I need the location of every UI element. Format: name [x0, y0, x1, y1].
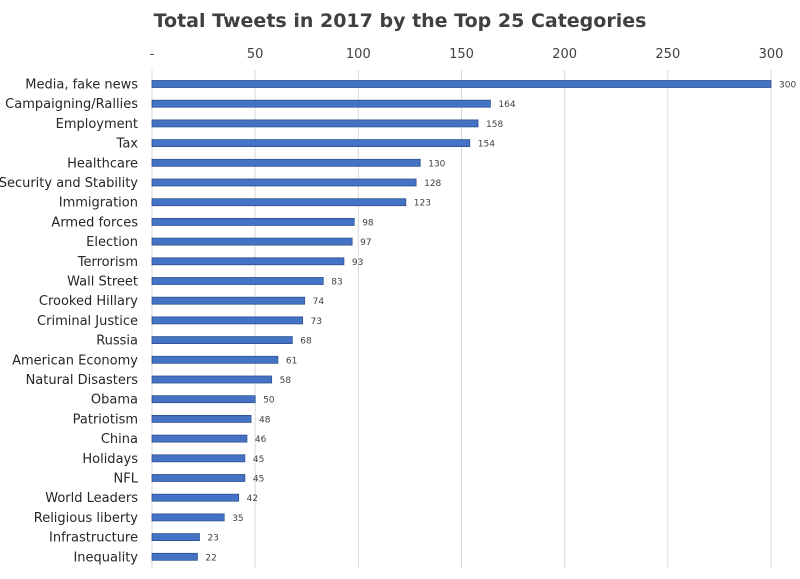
category-label: Healthcare	[67, 156, 138, 171]
data-label: 93	[352, 258, 363, 268]
category-label: Infrastructure	[49, 531, 138, 546]
x-tick-label: 100	[346, 47, 371, 62]
bar	[151, 454, 246, 463]
data-label: 83	[331, 278, 342, 288]
bar	[151, 336, 293, 345]
bar	[151, 474, 246, 482]
data-label: 48	[259, 415, 271, 425]
data-label: 158	[486, 120, 503, 130]
bar	[151, 178, 417, 187]
data-label: 22	[205, 553, 216, 563]
data-label: 98	[362, 218, 374, 228]
bar	[151, 158, 421, 167]
category-label: Election	[86, 235, 138, 250]
bar	[151, 119, 479, 128]
category-label: Wall Street	[67, 275, 138, 290]
data-label: 164	[498, 100, 515, 110]
bar	[151, 237, 353, 246]
bar	[151, 552, 198, 561]
data-label: 74	[313, 297, 325, 307]
category-label: Security and Stability	[0, 176, 138, 191]
category-label: American Economy	[12, 353, 138, 368]
bar	[151, 533, 200, 541]
bar	[151, 277, 324, 285]
x-tick-label: 200	[552, 47, 577, 62]
data-label: 97	[360, 238, 371, 248]
data-label: 61	[286, 356, 297, 366]
bar	[151, 296, 306, 305]
data-label: 23	[207, 534, 218, 544]
bar	[151, 99, 491, 108]
data-label: 42	[247, 494, 258, 504]
data-label: 58	[280, 376, 292, 386]
category-label: China	[101, 432, 138, 447]
category-label: NFL	[114, 472, 139, 487]
data-label: 128	[424, 179, 441, 189]
category-label: Natural Disasters	[26, 373, 139, 388]
x-tick-label: 250	[655, 47, 680, 62]
category-label: Inequality	[73, 550, 138, 565]
chart-title: Total Tweets in 2017 by the Top 25 Categ…	[153, 10, 647, 32]
category-label: Employment	[56, 117, 138, 132]
x-tick-label: 50	[247, 47, 264, 62]
category-label: World Leaders	[45, 491, 138, 506]
bar	[151, 414, 252, 423]
data-label: 50	[263, 396, 275, 406]
x-tick-label: 150	[449, 47, 474, 62]
category-label: Campaigning/Rallies	[5, 97, 138, 112]
bar	[151, 257, 345, 266]
data-label: 130	[428, 159, 445, 169]
category-label: Criminal Justice	[37, 314, 138, 329]
data-label: 123	[414, 199, 431, 209]
bar	[151, 513, 225, 522]
category-label: Religious liberty	[34, 511, 139, 526]
bar	[151, 139, 471, 148]
category-label: Media, fake news	[25, 78, 138, 93]
data-label: 300	[779, 81, 796, 91]
category-label: Russia	[96, 334, 138, 349]
x-tick-label: -	[150, 47, 155, 62]
bar	[151, 80, 772, 88]
data-label: 45	[253, 475, 264, 485]
bar	[151, 316, 304, 325]
bar	[151, 217, 355, 226]
category-label: Tax	[116, 137, 139, 152]
bar	[151, 493, 240, 502]
data-label: 68	[300, 337, 312, 347]
category-label: Terrorism	[77, 255, 138, 270]
category-label: Patriotism	[73, 412, 138, 427]
bar	[151, 198, 407, 207]
data-label: 154	[478, 140, 495, 150]
data-label: 73	[311, 317, 322, 327]
category-label: Obama	[91, 393, 138, 408]
category-label: Holidays	[82, 452, 138, 467]
category-label: Immigration	[59, 196, 138, 211]
data-label: 35	[232, 514, 243, 524]
category-label: Armed forces	[51, 215, 138, 230]
bar	[151, 355, 279, 364]
data-label: 46	[255, 435, 267, 445]
data-label: 45	[253, 455, 264, 465]
bar	[151, 375, 273, 384]
bar	[151, 395, 256, 404]
category-label: Crooked Hillary	[39, 294, 138, 309]
bar	[151, 434, 248, 443]
x-tick-label: 300	[759, 47, 784, 62]
